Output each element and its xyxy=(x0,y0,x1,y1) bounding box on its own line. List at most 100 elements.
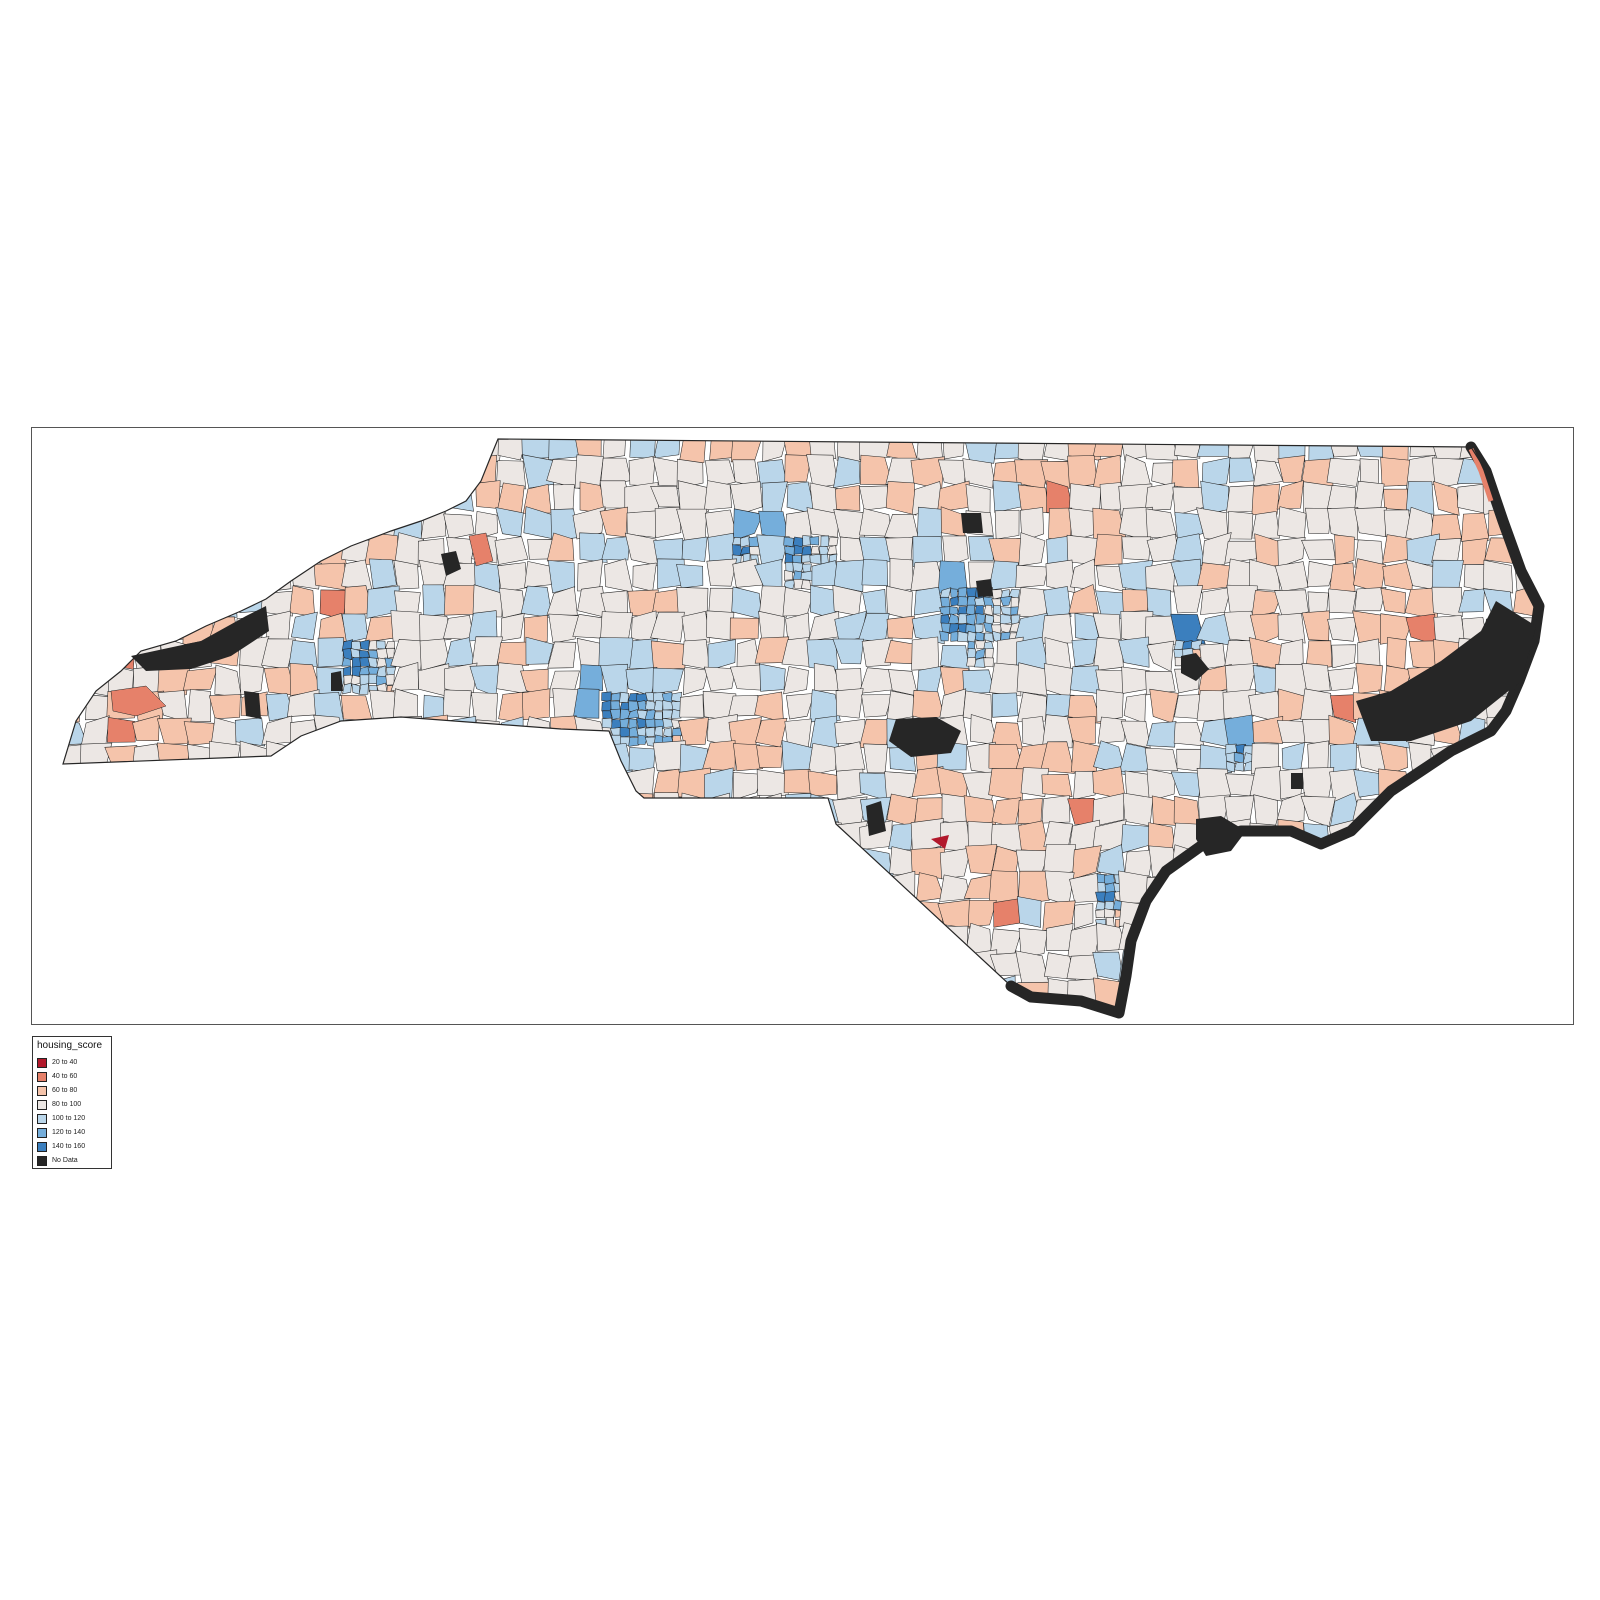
tract-polygon[interactable] xyxy=(1536,664,1569,697)
tract-polygon[interactable] xyxy=(599,873,634,902)
tract-polygon[interactable] xyxy=(546,459,581,489)
tract-polygon[interactable] xyxy=(523,844,549,880)
tract-polygon[interactable] xyxy=(1382,1001,1406,1025)
tract-polygon[interactable] xyxy=(135,610,165,645)
tract-polygon[interactable] xyxy=(728,926,760,957)
tract-polygon[interactable] xyxy=(1409,952,1438,983)
tract-polygon[interactable] xyxy=(290,952,320,982)
tract-polygon[interactable] xyxy=(421,1004,452,1025)
tract-polygon[interactable] xyxy=(79,508,114,539)
tract-polygon[interactable] xyxy=(264,795,292,827)
tract-polygon[interactable] xyxy=(187,1000,212,1024)
tract-polygon[interactable] xyxy=(496,871,529,905)
tract-polygon[interactable] xyxy=(521,922,553,952)
tract-polygon[interactable] xyxy=(973,648,986,660)
tract-polygon[interactable] xyxy=(340,720,374,747)
tract-polygon[interactable] xyxy=(1041,773,1073,798)
tract-polygon[interactable] xyxy=(866,871,894,900)
tract-polygon[interactable] xyxy=(1512,717,1540,744)
tract-polygon[interactable] xyxy=(105,844,135,876)
tract-polygon[interactable] xyxy=(184,558,214,594)
tract-polygon[interactable] xyxy=(132,536,166,568)
tract-polygon[interactable] xyxy=(992,480,1022,513)
tract-polygon[interactable] xyxy=(312,483,348,512)
tract-polygon[interactable] xyxy=(836,871,865,901)
tract-polygon[interactable] xyxy=(1535,846,1567,880)
tract-polygon[interactable] xyxy=(1508,430,1540,463)
tract-polygon[interactable] xyxy=(994,509,1020,540)
tract-polygon[interactable] xyxy=(1196,690,1227,721)
tract-polygon[interactable] xyxy=(681,610,711,643)
tract-polygon[interactable] xyxy=(260,590,295,617)
tract-polygon[interactable] xyxy=(702,845,732,874)
tract-polygon[interactable] xyxy=(1353,903,1387,926)
tract-polygon[interactable] xyxy=(884,974,919,1009)
tract-polygon[interactable] xyxy=(443,513,475,540)
tract-polygon[interactable] xyxy=(1380,976,1409,1005)
tract-polygon[interactable] xyxy=(833,456,861,489)
tract-polygon[interactable] xyxy=(1093,533,1123,566)
tract-polygon[interactable] xyxy=(339,797,373,822)
tract-polygon[interactable] xyxy=(83,532,113,566)
tract-polygon[interactable] xyxy=(288,486,321,516)
tract-polygon[interactable] xyxy=(263,923,293,955)
tract-polygon[interactable] xyxy=(1018,927,1048,958)
tract-polygon[interactable] xyxy=(761,844,789,879)
tract-polygon[interactable] xyxy=(132,795,165,823)
tract-polygon[interactable] xyxy=(106,455,139,489)
tract-polygon[interactable] xyxy=(1353,871,1382,901)
tract-polygon[interactable] xyxy=(368,951,400,983)
tract-polygon[interactable] xyxy=(496,641,530,668)
tract-polygon[interactable] xyxy=(213,927,244,958)
tract-polygon[interactable] xyxy=(1512,872,1539,905)
tract-polygon[interactable] xyxy=(809,536,820,546)
tract-polygon[interactable] xyxy=(546,532,575,562)
tract-polygon[interactable] xyxy=(475,819,500,852)
tract-polygon[interactable] xyxy=(1250,845,1284,876)
tract-polygon[interactable] xyxy=(885,537,913,566)
tract-polygon[interactable] xyxy=(887,897,917,931)
tract-polygon[interactable] xyxy=(496,848,525,880)
tract-polygon[interactable] xyxy=(343,455,371,490)
tract-polygon[interactable] xyxy=(157,588,191,619)
tract-polygon[interactable] xyxy=(105,611,139,641)
tract-polygon[interactable] xyxy=(963,874,994,899)
tract-polygon[interactable] xyxy=(476,767,500,802)
tract-polygon[interactable] xyxy=(1305,640,1333,670)
tract-polygon[interactable] xyxy=(1276,480,1304,510)
tract-polygon[interactable] xyxy=(187,980,217,1008)
tract-polygon[interactable] xyxy=(211,792,243,826)
tract-polygon[interactable] xyxy=(238,455,269,490)
tract-polygon[interactable] xyxy=(524,768,556,802)
tract-polygon[interactable] xyxy=(730,429,764,463)
tract-polygon[interactable] xyxy=(1144,482,1176,511)
tract-polygon[interactable] xyxy=(293,741,321,771)
tract-polygon[interactable] xyxy=(266,740,294,776)
tract-polygon[interactable] xyxy=(80,563,109,594)
tract-polygon[interactable] xyxy=(1017,429,1047,464)
tract-polygon[interactable] xyxy=(1225,948,1257,981)
tract-polygon[interactable] xyxy=(263,845,296,875)
tract-polygon[interactable] xyxy=(707,823,737,853)
tract-polygon[interactable] xyxy=(988,538,1024,564)
tract-polygon[interactable] xyxy=(313,1005,345,1024)
tract-polygon[interactable] xyxy=(1326,922,1359,955)
tract-polygon[interactable] xyxy=(1000,606,1012,616)
tract-polygon[interactable] xyxy=(626,510,659,538)
tract-polygon[interactable] xyxy=(836,429,861,462)
tract-polygon[interactable] xyxy=(782,847,807,879)
tract-polygon[interactable] xyxy=(546,953,580,984)
tract-polygon[interactable] xyxy=(293,1006,318,1024)
tract-polygon[interactable] xyxy=(1541,1004,1565,1024)
tract-polygon[interactable] xyxy=(655,897,680,930)
tract-polygon[interactable] xyxy=(911,613,945,645)
tract-polygon[interactable] xyxy=(1249,977,1284,1007)
tract-polygon[interactable] xyxy=(1434,923,1466,952)
tract-polygon[interactable] xyxy=(520,874,553,902)
tract-polygon[interactable] xyxy=(681,536,708,562)
tract-polygon[interactable] xyxy=(916,432,943,460)
tract-polygon[interactable] xyxy=(392,715,422,748)
tract-polygon[interactable] xyxy=(1540,901,1569,930)
tract-polygon[interactable] xyxy=(260,975,291,1009)
tract-polygon[interactable] xyxy=(1328,951,1359,978)
